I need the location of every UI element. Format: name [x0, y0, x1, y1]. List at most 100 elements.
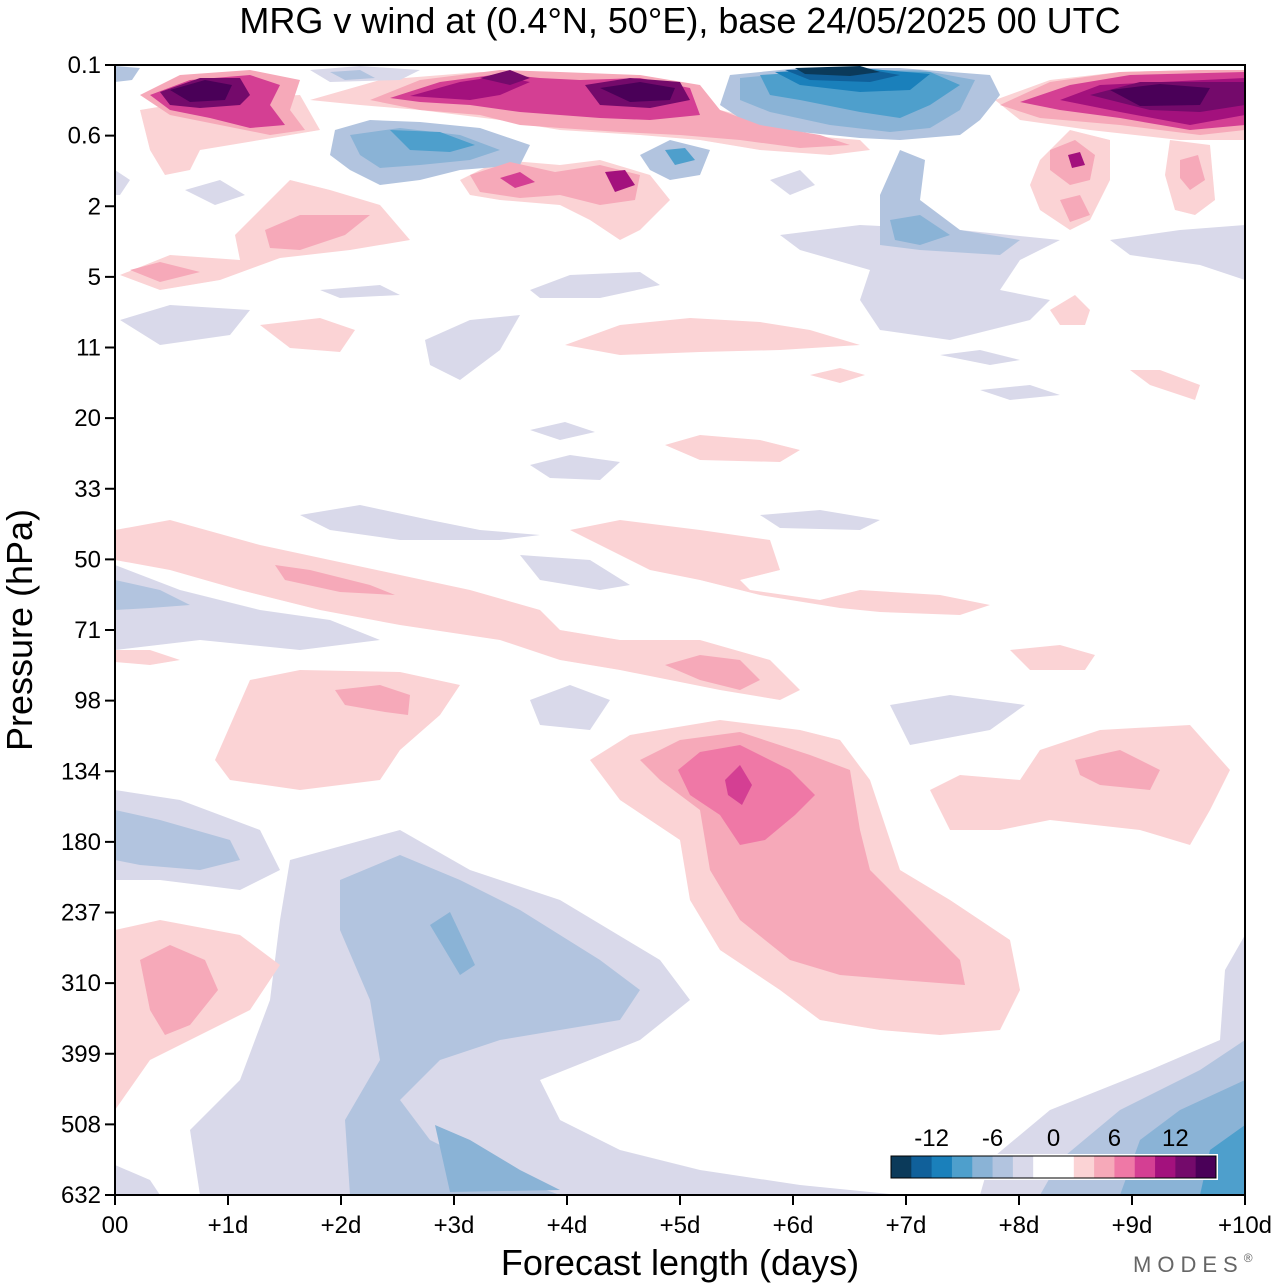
contour-neg-2-right-far — [1110, 225, 1245, 280]
contour-neg-2-5b — [530, 272, 660, 298]
colorbar-swatch — [1012, 1156, 1034, 1178]
contour-pos-4-60 — [275, 565, 395, 595]
colorbar-swatch — [1114, 1156, 1136, 1178]
y-tick-label: 399 — [61, 1041, 101, 1068]
contour-neg-2-11 — [425, 315, 520, 380]
contour-neg-2-7 — [120, 305, 250, 345]
y-tick-label: 50 — [74, 546, 101, 573]
colorbar-swatch — [1155, 1156, 1176, 1178]
contour-pos-2-7 — [1050, 295, 1090, 325]
contour-pos-upper-blob-a — [470, 162, 640, 205]
contour-neg-6-right-mid — [890, 215, 950, 245]
contour-neg-2-30 — [530, 455, 620, 480]
contour-neg-6-lower — [435, 1125, 560, 1192]
contour-pos-2-50 — [115, 520, 800, 700]
colorbar-swatch — [911, 1156, 933, 1178]
x-axis: 00 +1d +2d +3d +4d +5d +6d +7d +8d +9d +10d — [102, 1195, 1272, 1239]
contour-neg-2-40 — [300, 505, 540, 540]
colorbar-swatch — [992, 1156, 1014, 1178]
contour-pos-upper-mid-4 — [480, 70, 530, 85]
contour-pos-upper-left-4 — [170, 80, 232, 102]
y-tick-label: 11 — [76, 335, 101, 362]
x-axis-label: Forecast length (days) — [501, 1242, 859, 1283]
y-tick-label: 0.1 — [68, 52, 101, 79]
contour-neg-2-upper-left — [115, 170, 130, 195]
contour-neg-upper-b2 — [665, 148, 695, 165]
y-axis: 0.1 0.6 2 5 11 20 33 50 71 98 134 180 237 310 399 508 63… — [61, 52, 115, 1209]
contour-neg-2-98 — [530, 685, 610, 730]
contour-pos-upper-mid-6 — [600, 82, 675, 102]
y-tick-label: 134 — [61, 758, 101, 785]
x-tick-label: +2d — [321, 1212, 362, 1239]
colorbar-swatch — [1195, 1156, 1217, 1178]
x-tick-label: +9d — [1112, 1212, 1153, 1239]
contour-neg-4-left — [115, 810, 240, 870]
colorbar: -12 -6 0 6 12 — [889, 1125, 1218, 1180]
x-tick-label: +1d — [208, 1212, 249, 1239]
y-tick-label: 237 — [61, 900, 101, 927]
colorbar-swatch — [1094, 1156, 1115, 1178]
contour-pos-4-5b — [130, 262, 200, 282]
contour-pos-4-left-310 — [140, 945, 218, 1035]
contour-pos-2-5 — [120, 180, 410, 290]
chart-title: MRG v wind at (0.4°N, 50°E), base 24/05/… — [239, 0, 1120, 41]
colorbar-swatch — [1073, 1156, 1095, 1178]
contour-neg-2-upper-mid — [185, 180, 245, 205]
contour-pos-2-14 — [810, 368, 865, 383]
contour-neg-upper-c6 — [795, 66, 880, 76]
contour-pos-2-15 — [1130, 370, 1200, 400]
contour-neg-2-12 — [940, 350, 1020, 365]
credit-logo: MODES® — [1133, 1251, 1259, 1277]
x-tick-label: +4d — [547, 1212, 588, 1239]
y-tick-label: 0.6 — [68, 123, 101, 150]
y-tick-label: 180 — [61, 829, 101, 856]
colorbar-tick-label: 12 — [1162, 1125, 1189, 1152]
credit-text: MODES — [1133, 1252, 1244, 1277]
contour-pos-upper-right-5 — [1110, 84, 1210, 106]
contour-neg-2-5 — [320, 285, 400, 298]
contour-neg-upper-d — [770, 170, 815, 195]
contour-neg-2-15 — [980, 385, 1060, 400]
colorbar-frame — [890, 1155, 1217, 1179]
y-tick-label: 33 — [74, 476, 101, 503]
colorbar-swatch — [951, 1156, 973, 1178]
contour-neg-4-lower — [340, 855, 640, 1195]
colorbar-tick-label: 0 — [1047, 1125, 1060, 1152]
colorbar-tick-label: 6 — [1108, 1125, 1121, 1152]
contour-pos-2-25 — [665, 435, 800, 462]
colorbar-swatch — [1033, 1156, 1054, 1178]
x-tick-label: +8d — [999, 1212, 1040, 1239]
contour-pos-2-71b — [1010, 645, 1095, 670]
contour-neg-upper-left — [115, 66, 140, 82]
x-tick-label: +6d — [773, 1212, 814, 1239]
contour-pos-4-71 — [665, 655, 760, 690]
colorbar-swatch — [1134, 1156, 1156, 1178]
y-tick-label: 2 — [88, 193, 101, 220]
colorbar-swatch — [931, 1156, 953, 1178]
contour-pos-2-71c — [115, 650, 180, 665]
colorbar-tick-label: -12 — [914, 1125, 949, 1152]
contour-pos-upper-blob-d — [1060, 195, 1090, 222]
colorbar-swatch — [972, 1156, 994, 1178]
credit-mark: ® — [1244, 1251, 1259, 1265]
contour-neg-6-lower-mid — [430, 912, 475, 975]
y-tick-label: 20 — [74, 405, 101, 432]
contour-neg-2-50hpa — [115, 565, 380, 650]
contour-pos-2-40 — [570, 520, 990, 615]
contour-pos-2-11 — [565, 318, 860, 355]
contour-pos-upper-blob-b2 — [1068, 152, 1085, 168]
y-tick-label: 310 — [61, 970, 101, 997]
colorbar-swatch — [1053, 1156, 1075, 1178]
contour-pos-2-right-134 — [930, 725, 1230, 845]
y-tick-label: 632 — [61, 1182, 101, 1209]
x-tick-label: +10d — [1218, 1212, 1272, 1239]
contour-pos-upper-blob-c — [1180, 155, 1205, 190]
colorbar-swatch — [1175, 1156, 1197, 1178]
contour-neg-2-left-bottom — [115, 1165, 160, 1195]
contour-pos-upper-blob-a3 — [605, 170, 635, 192]
colorbar-tick-label: -6 — [982, 1125, 1003, 1152]
x-tick-label: +5d — [660, 1212, 701, 1239]
contour-pos-upper-blob-a2 — [500, 172, 535, 188]
plot-area — [115, 65, 1245, 1195]
